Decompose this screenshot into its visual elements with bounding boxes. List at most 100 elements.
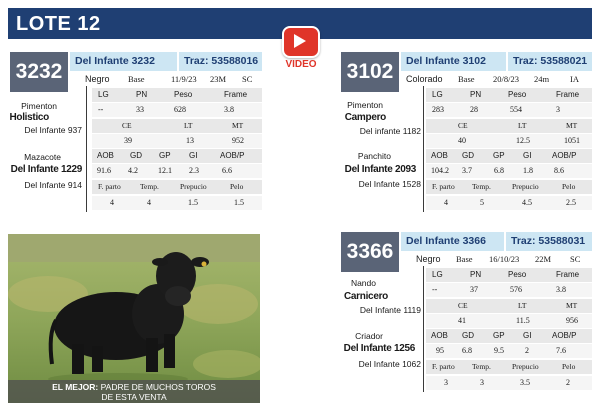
play-triangle-icon (294, 34, 306, 48)
traz-code: Traz: 53588016 (179, 52, 262, 71)
val-aob: 104.2 (431, 166, 449, 175)
val-gi: 2 (525, 346, 529, 355)
meta-row: Negro Base 11/9/23 23M SC (70, 73, 262, 87)
lot-card-3232: 3232 Del Infante 3232 Traz: 53588016 Neg… (10, 52, 262, 212)
age: 24m (534, 74, 550, 84)
bull-photo: EL MEJOR: PADRE DE MUCHOS TOROS DE ESTA … (8, 234, 260, 403)
dam-bold: Del Infante 1256 (343, 343, 416, 354)
col-lg: LG (432, 270, 443, 279)
val-lt: 11.5 (516, 316, 530, 325)
val-mt: 956 (566, 316, 578, 325)
caption-line2: DE ESTA VENTA (101, 392, 167, 402)
photo-caption: EL MEJOR: PADRE DE MUCHOS TOROS DE ESTA … (8, 380, 260, 403)
val-mt: 1051 (564, 136, 580, 145)
val-peso: 554 (510, 105, 522, 114)
val-pn: 28 (470, 105, 478, 114)
bull-photo-image (8, 234, 260, 403)
dam-bold: Del Infante 2093 (344, 164, 417, 175)
header-row-1: LG PN Peso Frame (426, 88, 592, 102)
sire-line: Del Infante 937 (24, 125, 82, 135)
value-row-4: 3 3 3.5 2 (426, 376, 592, 390)
value-row-2: 40 12.5 1051 (426, 134, 592, 148)
traz-code: Traz: 53588021 (508, 52, 592, 71)
col-pn: PN (136, 90, 148, 99)
col-pn: PN (470, 270, 482, 279)
dam-line: Del Infante 1062 (358, 359, 421, 369)
val-ce: 39 (124, 136, 132, 145)
value-row-1: -- 33 628 3.8 (92, 103, 262, 117)
col-temp: Temp. (472, 362, 491, 371)
col-gp: GP (159, 151, 171, 160)
val-fparto: 4 (110, 198, 114, 207)
val-ce: 40 (458, 136, 466, 145)
divider (423, 266, 424, 392)
col-aob: AOB (97, 151, 114, 160)
category: Base (128, 74, 145, 84)
col-lt: LT (184, 121, 193, 130)
col-frame: Frame (556, 90, 580, 99)
age: 23M (210, 74, 227, 84)
val-ce: 41 (458, 316, 466, 325)
col-gd: GD (462, 151, 474, 160)
col-pelo: Pelo (562, 182, 576, 191)
header-row-2: CE LT MT (426, 119, 592, 133)
header-row-4: F. parto Temp. Prepucio Pelo (92, 180, 262, 194)
header-row-1: LG PN Peso Frame (92, 88, 262, 102)
value-row-2: 39 13 952 (92, 134, 262, 148)
col-prepucio: Prepucio (180, 182, 207, 191)
val-lg: -- (432, 285, 438, 294)
dam-bold: Del Infante 1229 (10, 164, 83, 175)
meta-row: Colorado Base 20/8/23 24m IA (401, 73, 591, 87)
value-row-2: 41 11.5 956 (426, 314, 592, 328)
col-aobp: AOB/P (552, 331, 577, 340)
divider (86, 86, 87, 212)
meta-row: Negro Base 16/10/23 22M SC (401, 253, 591, 267)
lot-title: LOTE 12 (16, 13, 101, 35)
val-gp: 9.5 (494, 346, 504, 355)
sire-line: Del Infante 1119 (359, 305, 421, 315)
sire-name: Pimenton (21, 101, 57, 111)
value-row-3: 104.2 3.7 6.8 1.8 8.6 (426, 164, 592, 178)
sire-bold: Campero (344, 112, 387, 123)
category: Base (456, 254, 473, 264)
value-row-3: 95 6.8 9.5 2 7.6 (426, 344, 592, 358)
sire-bold: Holistico (9, 112, 49, 123)
value-row-4: 4 4 1.5 1.5 (92, 196, 262, 210)
coat-color: Negro (416, 254, 441, 264)
val-aobp: 8.6 (554, 166, 564, 175)
col-lg: LG (98, 90, 109, 99)
pedigree-3102: Pimenton Campero Del infante 1182 Panchi… (338, 98, 421, 198)
val-gd: 3.7 (462, 166, 472, 175)
video-button[interactable]: VIDEO (280, 26, 322, 74)
val-gd: 6.8 (462, 346, 472, 355)
col-gd: GD (462, 331, 474, 340)
caption-rest: PADRE DE MUCHOS TOROS (98, 382, 216, 392)
lot-number: 3102 (341, 52, 399, 92)
col-peso: Peso (508, 270, 527, 279)
val-frame: 3.8 (556, 285, 566, 294)
val-lg: -- (98, 105, 104, 114)
age: 22M (535, 254, 552, 264)
header-row-3: AOB GD GP GI AOB/P (92, 149, 262, 163)
col-lt: LT (518, 301, 527, 310)
val-lg: 283 (432, 105, 444, 114)
sire-bold: Carnicero (344, 291, 388, 302)
caption-lead: EL MEJOR: (52, 382, 99, 392)
col-prepucio: Prepucio (512, 362, 539, 371)
col-ce: CE (122, 121, 132, 130)
col-mt: MT (232, 121, 244, 130)
val-gi: 2.3 (189, 166, 199, 175)
col-gi: GI (523, 331, 532, 340)
divider (423, 86, 424, 212)
value-row-4: 4 5 4.5 2.5 (426, 196, 592, 210)
val-lt: 13 (186, 136, 194, 145)
pedigree-3366: Nando Carnicero Del Infante 1119 Criador… (336, 276, 421, 376)
value-row-3: 91.6 4.2 12.1 2.3 6.6 (92, 164, 262, 178)
animal-name: Del Infante 3366 (401, 232, 504, 251)
registry: SC (242, 74, 253, 84)
col-pelo: Pelo (230, 182, 244, 191)
val-pelo: 2 (566, 378, 570, 387)
col-gi: GI (523, 151, 532, 160)
col-prepucio: Prepucio (512, 182, 539, 191)
val-pelo: 2.5 (566, 198, 576, 207)
